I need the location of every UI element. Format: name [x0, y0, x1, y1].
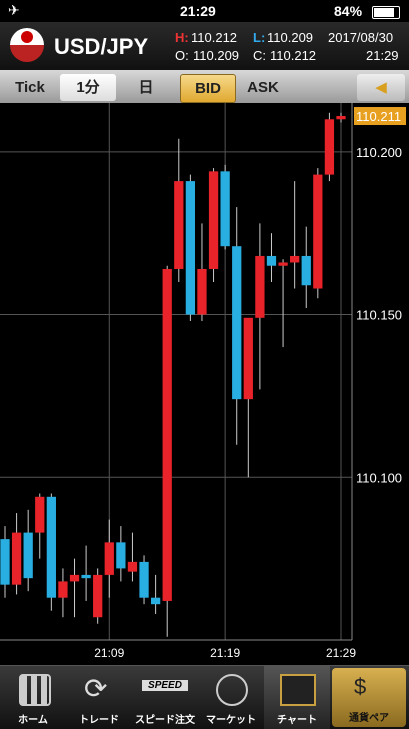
candle-body — [208, 171, 219, 269]
candle-body — [23, 532, 33, 579]
candle-body — [58, 581, 68, 598]
nav-label: ホーム — [18, 715, 48, 726]
pair-name: USD/JPY — [54, 34, 149, 59]
home-icon — [19, 674, 51, 706]
candle-body — [162, 268, 172, 601]
chart-icon — [280, 674, 316, 706]
date: 2017/08/30 — [328, 30, 394, 45]
home-tab[interactable]: ホーム — [0, 666, 66, 729]
last-price-tag — [354, 107, 406, 126]
y-tick-label: 110.100 — [356, 470, 402, 485]
candle-body — [243, 317, 253, 400]
open-label: O: — [175, 48, 189, 63]
candle-body — [69, 574, 80, 582]
high-value: 110.212 — [191, 30, 238, 45]
chart-tab[interactable]: チャート — [264, 666, 330, 729]
flag-icon — [10, 28, 44, 62]
candle-body — [197, 268, 207, 315]
candle-body — [104, 542, 114, 575]
y-tick-label: 110.150 — [356, 308, 402, 323]
speed-icon: SPEED — [142, 680, 188, 691]
airplane-icon: ✈ — [8, 2, 20, 18]
day-tab[interactable]: 日 — [138, 79, 154, 96]
candle-body — [174, 181, 184, 269]
market-tab[interactable]: マーケット — [198, 666, 264, 729]
battery-text: 84% — [334, 3, 363, 19]
x-tick-label: 21:29 — [326, 646, 356, 660]
candle-body — [139, 561, 149, 598]
minute-tab[interactable]: 1分 — [60, 74, 116, 101]
time: 21:29 — [366, 48, 399, 63]
candle-body — [81, 574, 91, 579]
nav-label: トレード — [79, 715, 119, 726]
globe-icon — [216, 674, 248, 706]
candle-body — [255, 255, 265, 318]
low-label: L: — [253, 30, 266, 45]
candle-body — [150, 597, 161, 605]
last-price-label: 110.211 — [356, 109, 401, 124]
bid-tab[interactable]: BID — [180, 74, 236, 103]
y-tick-label: 110.200 — [356, 145, 402, 160]
trade-icon: ⟳ — [84, 673, 108, 704]
status-bar: ✈ 21:29 84% — [0, 0, 409, 22]
collapse-button[interactable]: ◀ — [357, 74, 405, 101]
ask-tab[interactable]: ASK — [247, 79, 279, 96]
battery-icon — [372, 6, 400, 19]
candle-body — [232, 246, 242, 400]
header: USD/JPY H: 110.212 L: 110.209 O: 110.209… — [0, 22, 409, 70]
candle-body — [220, 171, 230, 247]
candle-body — [336, 116, 346, 120]
candle-body — [185, 181, 196, 315]
candle-body — [11, 532, 22, 585]
close-label: C: — [253, 48, 266, 63]
candle-body — [301, 255, 311, 286]
x-tick-label: 21:19 — [210, 646, 240, 660]
tick-tab[interactable]: Tick — [15, 79, 45, 96]
x-tick-label: 21:09 — [94, 646, 124, 660]
candle-body — [93, 574, 103, 618]
nav-label: スピード注文 — [135, 715, 195, 726]
candle-body — [46, 496, 56, 598]
candle-body — [127, 561, 138, 572]
candle-body — [290, 255, 300, 263]
pairs-icon: $ — [354, 674, 367, 699]
pairs-tab[interactable]: $ 通貨ペア — [332, 668, 406, 727]
candle-body — [116, 542, 126, 569]
nav-label: マーケット — [206, 715, 256, 726]
speed-order-tab[interactable]: SPEED スピード注文 — [132, 666, 198, 729]
close-value: 110.212 — [270, 48, 317, 63]
candle-body — [324, 119, 335, 175]
chart: 110.100 110.150 110.200 21:09 21:19 21:29 110.… — [0, 103, 406, 660]
nav-label: チャート — [277, 715, 317, 726]
open-value: 110.209 — [193, 48, 240, 63]
high-label: H: — [175, 30, 189, 45]
candle-body — [313, 174, 323, 289]
tab-bar: Tick 1分 日 BID ASK ◀ — [0, 70, 409, 103]
candle-body — [266, 255, 277, 266]
bottom-nav: ホーム ⟳ トレード SPEED スピード注文 マーケット チャート $ 通貨ペア — [0, 665, 409, 729]
clock: 21:29 — [180, 3, 216, 19]
nav-label: 通貨ペア — [349, 713, 389, 724]
trade-tab[interactable]: ⟳ トレード — [66, 666, 132, 729]
candle-body — [0, 539, 10, 585]
candle-body — [35, 496, 45, 533]
low-value: 110.209 — [267, 30, 314, 45]
candle-body — [278, 262, 288, 266]
